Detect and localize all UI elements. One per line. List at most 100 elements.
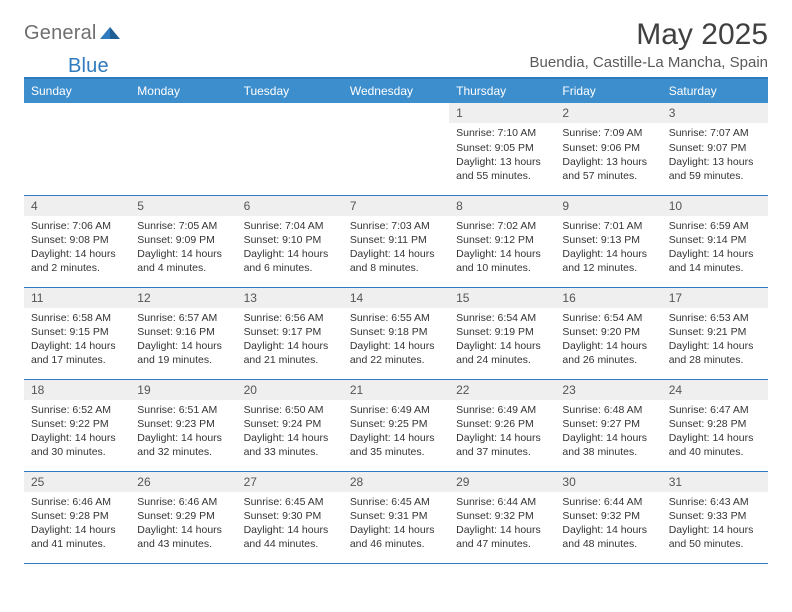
day-data: Sunrise: 6:57 AMSunset: 9:16 PMDaylight:… [130,308,236,372]
day-data: Sunrise: 7:01 AMSunset: 9:13 PMDaylight:… [555,216,661,280]
sunset-text: Sunset: 9:13 PM [562,233,654,247]
sunrise-text: Sunrise: 6:59 AM [669,219,761,233]
daylight-text: Daylight: 14 hours and 38 minutes. [562,431,654,459]
daylight-text: Daylight: 14 hours and 2 minutes. [31,247,123,275]
daylight-text: Daylight: 14 hours and 14 minutes. [669,247,761,275]
day-data: Sunrise: 7:02 AMSunset: 9:12 PMDaylight:… [449,216,555,280]
day-number: 27 [237,472,343,492]
day-number: 24 [662,380,768,400]
day-data: Sunrise: 6:49 AMSunset: 9:26 PMDaylight:… [449,400,555,464]
calendar-day-cell [237,103,343,195]
day-data: Sunrise: 6:45 AMSunset: 9:30 PMDaylight:… [237,492,343,556]
day-header-row: Sunday Monday Tuesday Wednesday Thursday… [24,78,768,103]
calendar-day-cell: 18Sunrise: 6:52 AMSunset: 9:22 PMDayligh… [24,379,130,471]
calendar-day-cell: 22Sunrise: 6:49 AMSunset: 9:26 PMDayligh… [449,379,555,471]
sunrise-text: Sunrise: 6:50 AM [244,403,336,417]
calendar-day-cell: 26Sunrise: 6:46 AMSunset: 9:29 PMDayligh… [130,471,236,563]
sunset-text: Sunset: 9:19 PM [456,325,548,339]
calendar-day-cell: 27Sunrise: 6:45 AMSunset: 9:30 PMDayligh… [237,471,343,563]
day-data: Sunrise: 7:10 AMSunset: 9:05 PMDaylight:… [449,123,555,187]
day-data: Sunrise: 6:55 AMSunset: 9:18 PMDaylight:… [343,308,449,372]
sunrise-text: Sunrise: 6:49 AM [350,403,442,417]
sunset-text: Sunset: 9:18 PM [350,325,442,339]
sunrise-text: Sunrise: 7:05 AM [137,219,229,233]
calendar-day-cell: 1Sunrise: 7:10 AMSunset: 9:05 PMDaylight… [449,103,555,195]
daylight-text: Daylight: 14 hours and 26 minutes. [562,339,654,367]
sunset-text: Sunset: 9:27 PM [562,417,654,431]
calendar-day-cell: 7Sunrise: 7:03 AMSunset: 9:11 PMDaylight… [343,195,449,287]
day-data: Sunrise: 6:54 AMSunset: 9:20 PMDaylight:… [555,308,661,372]
day-number: 18 [24,380,130,400]
sunset-text: Sunset: 9:09 PM [137,233,229,247]
day-number: 31 [662,472,768,492]
daylight-text: Daylight: 14 hours and 40 minutes. [669,431,761,459]
day-data: Sunrise: 6:46 AMSunset: 9:29 PMDaylight:… [130,492,236,556]
daylight-text: Daylight: 14 hours and 21 minutes. [244,339,336,367]
calendar-day-cell [130,103,236,195]
daylight-text: Daylight: 14 hours and 33 minutes. [244,431,336,459]
logo-mark-icon [99,25,121,43]
sunset-text: Sunset: 9:11 PM [350,233,442,247]
calendar-day-cell: 11Sunrise: 6:58 AMSunset: 9:15 PMDayligh… [24,287,130,379]
day-data: Sunrise: 6:49 AMSunset: 9:25 PMDaylight:… [343,400,449,464]
day-number: 22 [449,380,555,400]
day-number: 6 [237,196,343,216]
calendar-day-cell: 24Sunrise: 6:47 AMSunset: 9:28 PMDayligh… [662,379,768,471]
sunset-text: Sunset: 9:05 PM [456,141,548,155]
sunrise-text: Sunrise: 6:55 AM [350,311,442,325]
sunset-text: Sunset: 9:06 PM [562,141,654,155]
sunrise-text: Sunrise: 6:51 AM [137,403,229,417]
day-data: Sunrise: 6:47 AMSunset: 9:28 PMDaylight:… [662,400,768,464]
calendar-day-cell: 8Sunrise: 7:02 AMSunset: 9:12 PMDaylight… [449,195,555,287]
day-header: Wednesday [343,78,449,103]
sunset-text: Sunset: 9:14 PM [669,233,761,247]
calendar-day-cell: 30Sunrise: 6:44 AMSunset: 9:32 PMDayligh… [555,471,661,563]
daylight-text: Daylight: 14 hours and 35 minutes. [350,431,442,459]
sunrise-text: Sunrise: 6:45 AM [244,495,336,509]
page-root: General May 2025 Buendia, Castille-La Ma… [0,0,792,576]
sunset-text: Sunset: 9:25 PM [350,417,442,431]
daylight-text: Daylight: 14 hours and 47 minutes. [456,523,548,551]
day-data: Sunrise: 6:51 AMSunset: 9:23 PMDaylight:… [130,400,236,464]
day-header: Friday [555,78,661,103]
sunrise-text: Sunrise: 6:47 AM [669,403,761,417]
daylight-text: Daylight: 14 hours and 17 minutes. [31,339,123,367]
sunrise-text: Sunrise: 6:56 AM [244,311,336,325]
daylight-text: Daylight: 14 hours and 19 minutes. [137,339,229,367]
day-data: Sunrise: 6:54 AMSunset: 9:19 PMDaylight:… [449,308,555,372]
day-data: Sunrise: 6:45 AMSunset: 9:31 PMDaylight:… [343,492,449,556]
day-data: Sunrise: 6:59 AMSunset: 9:14 PMDaylight:… [662,216,768,280]
day-number: 29 [449,472,555,492]
calendar-day-cell: 23Sunrise: 6:48 AMSunset: 9:27 PMDayligh… [555,379,661,471]
sunset-text: Sunset: 9:32 PM [562,509,654,523]
title-block: May 2025 Buendia, Castille-La Mancha, Sp… [530,18,768,71]
daylight-text: Daylight: 14 hours and 43 minutes. [137,523,229,551]
daylight-text: Daylight: 13 hours and 57 minutes. [562,155,654,183]
day-header: Thursday [449,78,555,103]
sunrise-text: Sunrise: 6:43 AM [669,495,761,509]
day-number: 26 [130,472,236,492]
sunrise-text: Sunrise: 7:01 AM [562,219,654,233]
daylight-text: Daylight: 14 hours and 22 minutes. [350,339,442,367]
calendar-day-cell: 6Sunrise: 7:04 AMSunset: 9:10 PMDaylight… [237,195,343,287]
day-number: 23 [555,380,661,400]
sunset-text: Sunset: 9:07 PM [669,141,761,155]
sunrise-text: Sunrise: 6:49 AM [456,403,548,417]
sunset-text: Sunset: 9:16 PM [137,325,229,339]
day-header: Sunday [24,78,130,103]
logo-word-blue: Blue [26,55,109,77]
daylight-text: Daylight: 14 hours and 37 minutes. [456,431,548,459]
day-number: 2 [555,103,661,123]
sunset-text: Sunset: 9:15 PM [31,325,123,339]
day-number: 9 [555,196,661,216]
daylight-text: Daylight: 14 hours and 8 minutes. [350,247,442,275]
daylight-text: Daylight: 14 hours and 10 minutes. [456,247,548,275]
sunrise-text: Sunrise: 6:54 AM [456,311,548,325]
calendar-day-cell: 19Sunrise: 6:51 AMSunset: 9:23 PMDayligh… [130,379,236,471]
day-number: 15 [449,288,555,308]
day-data: Sunrise: 7:04 AMSunset: 9:10 PMDaylight:… [237,216,343,280]
sunrise-text: Sunrise: 6:52 AM [31,403,123,417]
calendar-week-row: 4Sunrise: 7:06 AMSunset: 9:08 PMDaylight… [24,195,768,287]
day-number: 19 [130,380,236,400]
day-number: 20 [237,380,343,400]
